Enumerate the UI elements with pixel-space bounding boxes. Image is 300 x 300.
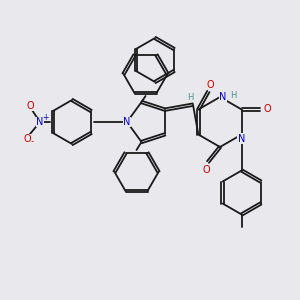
Text: N: N <box>219 92 227 102</box>
Text: O: O <box>264 104 272 115</box>
Text: O: O <box>26 101 34 111</box>
Text: O: O <box>202 165 210 175</box>
Text: H: H <box>187 93 193 102</box>
Text: N: N <box>238 134 245 143</box>
Text: O: O <box>23 134 31 144</box>
Text: N: N <box>123 117 131 127</box>
Text: -: - <box>31 137 34 146</box>
Text: +: + <box>42 112 48 122</box>
Text: N: N <box>36 117 44 127</box>
Text: H: H <box>230 91 236 100</box>
Text: O: O <box>206 80 214 89</box>
